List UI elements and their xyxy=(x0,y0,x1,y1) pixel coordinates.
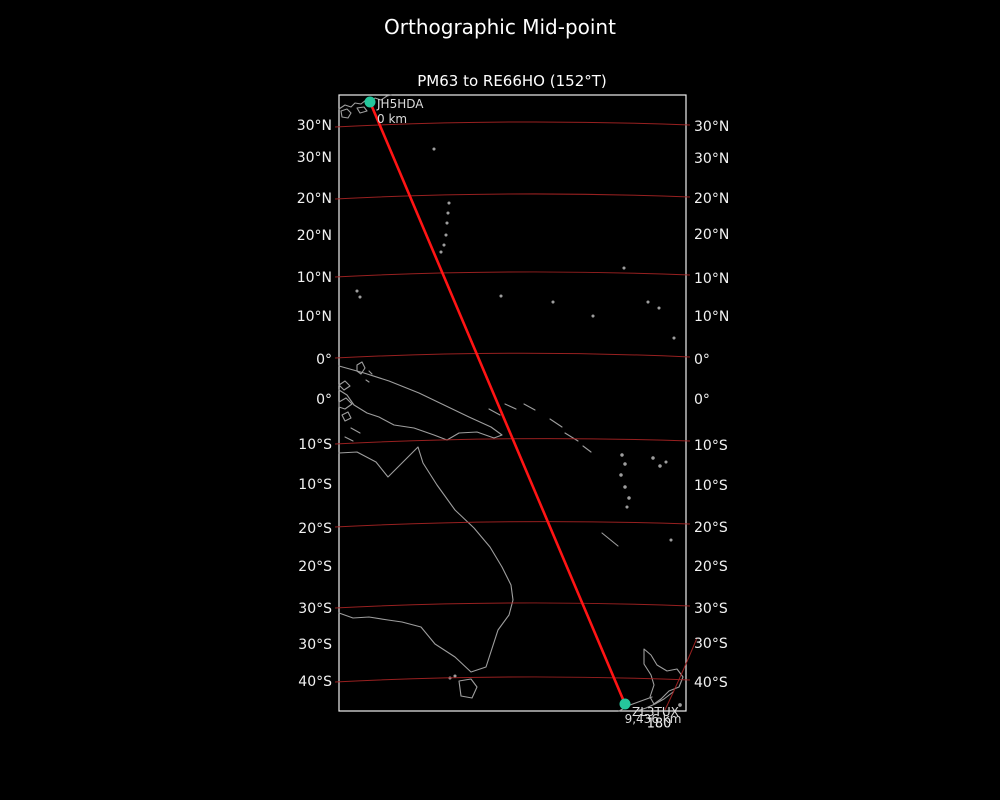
map-subtitle: PM63 to RE66HO (152°T) xyxy=(417,72,607,90)
coastline-australia xyxy=(338,446,514,673)
lat-tick-label-right: 40°S xyxy=(694,675,728,691)
parallel-20°S xyxy=(334,521,691,528)
parallel-0° xyxy=(334,352,691,359)
lat-tick-label-left: 10°S xyxy=(298,437,332,453)
lat-tick-label-left: 10°N xyxy=(296,309,332,325)
lon-tick-label-bottom: 180 xyxy=(646,716,672,732)
lat-tick-label-left: 40°S xyxy=(298,674,332,690)
coastline-kyushu xyxy=(340,108,352,119)
lat-tick-label-left: 20°S xyxy=(298,521,332,537)
lat-tick-label-left: 20°S xyxy=(298,559,332,575)
lat-tick-label-right: 10°S xyxy=(694,478,728,494)
lat-tick-label-right: 10°N xyxy=(694,309,730,325)
meridian-180 xyxy=(664,637,698,711)
coastline-sulawesi xyxy=(338,380,361,442)
island-dots-vanuatu xyxy=(619,453,631,509)
coastline-melanesia xyxy=(488,403,619,547)
island-chain-marianas xyxy=(432,147,451,254)
coastline-new-guinea xyxy=(338,365,503,441)
coastline-tasmania xyxy=(458,678,478,699)
great-circle-route xyxy=(368,101,627,705)
parallel-30°N xyxy=(334,121,691,128)
lat-tick-label-left: 20°N xyxy=(296,191,332,207)
coastlines xyxy=(338,94,684,712)
lat-tick-label-right: 20°N xyxy=(694,227,730,243)
lat-tick-label-left: 30°N xyxy=(296,118,332,134)
route-end-marker xyxy=(619,698,631,710)
coastline-halmahera xyxy=(356,361,373,383)
lat-tick-label-left: 0° xyxy=(316,392,332,408)
parallel-10°N xyxy=(334,271,691,278)
lat-tick-label-left: 30°S xyxy=(298,601,332,617)
route-layer xyxy=(364,96,631,710)
lat-tick-label-right: 30°S xyxy=(694,636,728,652)
lat-tick-label-right: 20°S xyxy=(694,520,728,536)
lat-tick-label-left: 0° xyxy=(316,352,332,368)
lat-tick-label-left: 10°N xyxy=(296,270,332,286)
parallel-40°S xyxy=(334,676,691,683)
lat-tick-label-right: 0° xyxy=(694,352,710,368)
lat-tick-label-right: 10°S xyxy=(694,438,728,454)
parallel-20°N xyxy=(334,193,691,200)
parallel-30°S xyxy=(334,602,691,609)
route-start-marker xyxy=(364,96,376,108)
lat-tick-label-right: 30°S xyxy=(694,601,728,617)
route-end-callsign: ZL3TUX xyxy=(632,705,679,719)
route-start-callsign: JH5HDA xyxy=(377,97,424,111)
lat-tick-label-right: 20°S xyxy=(694,559,728,575)
route-start-distance: 0 km xyxy=(377,112,408,126)
map-frame xyxy=(338,94,687,712)
coastline-shikoku xyxy=(356,106,368,114)
lat-tick-label-right: 30°N xyxy=(694,119,730,135)
coastline-nz-north-island xyxy=(643,648,684,705)
island-dots-pacific xyxy=(355,266,682,707)
lat-tick-label-right: 10°N xyxy=(694,271,730,287)
page-title: Orthographic Mid-point xyxy=(384,15,616,39)
route-end-distance: 9,436 km xyxy=(624,712,682,726)
lat-tick-label-left: 30°N xyxy=(296,150,332,166)
graticule xyxy=(334,121,698,711)
lat-tick-label-left: 30°S xyxy=(298,637,332,653)
lat-tick-label-right: 0° xyxy=(694,392,710,408)
lat-tick-label-right: 20°N xyxy=(694,191,730,207)
lat-tick-label-left: 10°S xyxy=(298,477,332,493)
lat-tick-label-right: 30°N xyxy=(694,151,730,167)
lat-tick-label-left: 20°N xyxy=(296,228,332,244)
